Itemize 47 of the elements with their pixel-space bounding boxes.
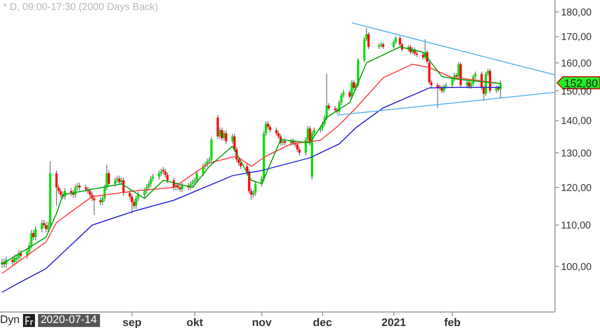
candlestick [222, 130, 226, 142]
candlestick [44, 221, 48, 233]
candlestick [210, 136, 213, 163]
y-tick-label: 180,00 [561, 7, 592, 18]
candlestick [114, 176, 116, 188]
candlestick [118, 175, 120, 186]
candlestick [166, 172, 169, 184]
text: Dyn [0, 314, 20, 326]
candlestick [55, 170, 58, 206]
y-tick-label: 130,00 [561, 148, 592, 160]
candlestick [451, 76, 454, 88]
candlestick [93, 194, 96, 216]
candlestick [225, 130, 228, 144]
candlestick [74, 184, 76, 198]
candlestick [220, 127, 224, 142]
candlestick [158, 170, 160, 180]
candlestick [367, 32, 370, 50]
candlestick [392, 39, 395, 50]
candlestick [196, 170, 198, 184]
candlestick [60, 188, 62, 198]
candlestick [150, 175, 152, 188]
x-tick-label: nov [252, 316, 272, 328]
candlestick [181, 182, 184, 193]
text: 2020-07-14 [38, 314, 100, 326]
candlestick [18, 250, 20, 262]
candlestick [34, 225, 37, 241]
y-tick-label: 150,00 [561, 86, 592, 98]
x-tick-label: sep [122, 316, 142, 328]
x-tick-label: okt [186, 316, 204, 328]
candlestick [40, 220, 43, 233]
candlestick [350, 79, 353, 100]
y-tick-label: 120,00 [561, 182, 592, 194]
x-tick-label: 2021 [381, 316, 406, 328]
y-tick-label: 100,00 [561, 262, 592, 273]
y-tick-label: 160,00 [561, 58, 592, 70]
candlestick [130, 193, 133, 214]
y-tick-label: 110,00 [561, 220, 592, 232]
candlestick [216, 114, 219, 140]
y-tick-label: 140,00 [561, 116, 592, 128]
candlestick [296, 141, 298, 153]
x-tick-label: feb [444, 316, 461, 328]
chart-title: * D, 09:00-17:30 (2000 Days Back) [3, 2, 158, 13]
candlestick [254, 180, 257, 196]
x-tick-label: dec [313, 316, 332, 328]
candlestick [134, 194, 138, 210]
candlestick [436, 82, 439, 108]
y-tick-label: 170,00 [561, 32, 592, 44]
